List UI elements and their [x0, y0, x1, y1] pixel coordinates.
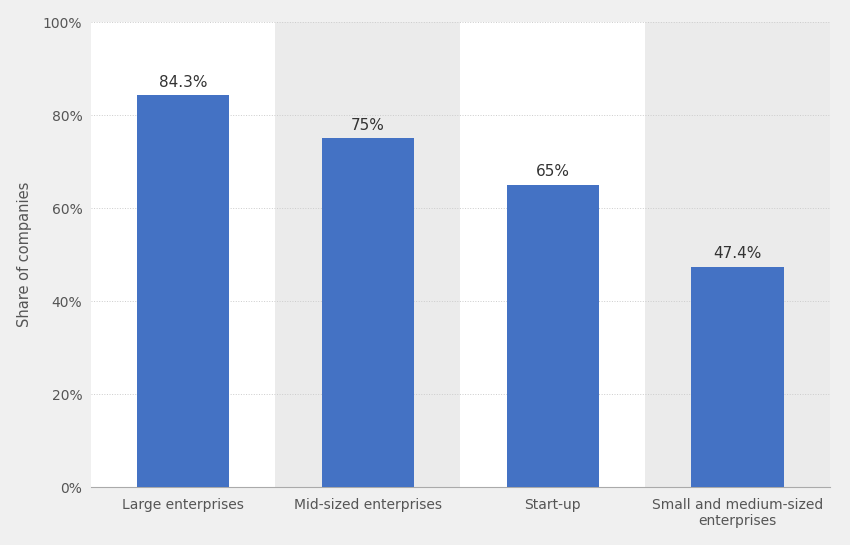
Text: 47.4%: 47.4%: [713, 246, 762, 261]
Bar: [461, 22, 645, 487]
Bar: [691, 267, 784, 487]
Text: 84.3%: 84.3%: [159, 75, 207, 89]
Y-axis label: Share of companies: Share of companies: [17, 182, 31, 328]
Text: 65%: 65%: [536, 164, 570, 179]
Bar: [645, 22, 830, 487]
Bar: [137, 95, 230, 487]
Bar: [275, 22, 461, 487]
Bar: [507, 185, 599, 487]
Text: 75%: 75%: [351, 118, 385, 133]
Bar: [91, 22, 275, 487]
Bar: [321, 138, 414, 487]
